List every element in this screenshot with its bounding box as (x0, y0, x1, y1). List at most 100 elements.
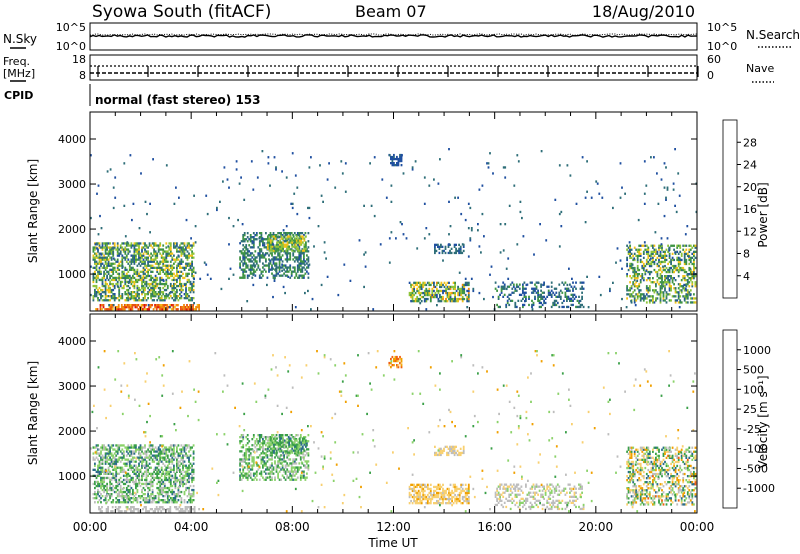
rti-cell (166, 501, 169, 504)
rti-cell (114, 196, 117, 199)
rti-cell (115, 478, 118, 482)
rti-cell (659, 285, 662, 288)
rti-cell (180, 478, 183, 482)
rti-cell (166, 466, 169, 469)
rti-cell (569, 174, 572, 177)
rti-cell (263, 268, 266, 271)
rti-cell (168, 488, 171, 492)
rti-cell (691, 246, 694, 249)
rti-cell (166, 274, 169, 278)
rti-cell (148, 242, 151, 245)
rti-cell (258, 440, 261, 443)
rti-cell (191, 299, 193, 302)
rti-cell (177, 464, 180, 467)
rti-cell (147, 464, 149, 467)
rti-cell (143, 306, 146, 309)
rti-cell (538, 301, 541, 305)
rti-cell (645, 287, 648, 290)
rti-cell (685, 285, 688, 288)
rti-cell (192, 462, 195, 465)
rti-cell (107, 262, 110, 265)
rti-cell (612, 206, 614, 210)
rti-cell (145, 280, 148, 284)
rti-cell (113, 456, 116, 459)
rti-cell (385, 196, 388, 199)
rti-cell (102, 304, 105, 307)
rti-cell (138, 274, 140, 278)
rti-cell (151, 458, 154, 461)
rti-cell (151, 488, 154, 492)
rti-cell (130, 493, 133, 496)
rti-cell (109, 462, 111, 465)
rti-cell (116, 268, 119, 271)
rti-cell (193, 302, 195, 305)
rti-cell (130, 478, 133, 482)
rti-cell (209, 277, 212, 280)
rti-cell (109, 282, 111, 286)
rti-cell (688, 285, 691, 288)
rti-cell (281, 266, 284, 269)
rti-cell (118, 472, 121, 475)
rti-cell (150, 256, 152, 259)
rti-cell (656, 172, 658, 175)
rti-cell (165, 266, 168, 269)
rti-cell (118, 448, 121, 451)
rti-cell (626, 293, 628, 296)
rti-cell (496, 303, 498, 307)
rti-cell (288, 247, 291, 250)
rti-cell (252, 436, 255, 439)
rti-cell (240, 250, 243, 253)
rti-cell (141, 276, 143, 280)
rti-cell (125, 304, 128, 307)
rti-cell (275, 274, 278, 277)
rti-cell (159, 293, 162, 296)
rti-cell (393, 164, 395, 167)
rti-cell (165, 486, 168, 490)
rti-cell (151, 282, 154, 286)
rti-cell (138, 227, 141, 230)
rti-cell (254, 250, 257, 253)
rti-cell (122, 444, 125, 447)
rti-cell (112, 476, 115, 480)
rti-cell (682, 287, 685, 290)
rti-cell (401, 223, 403, 226)
rti-cell (101, 299, 104, 302)
rti-cell (169, 448, 172, 451)
rti-cell (325, 257, 327, 260)
rti-cell (252, 273, 255, 276)
rti-cell (191, 476, 193, 480)
rti-cell (670, 289, 672, 292)
rti-cell (101, 288, 104, 292)
rti-cell (110, 278, 113, 282)
rti-cell (106, 490, 108, 494)
rti-cell (289, 254, 292, 257)
rti-cell (477, 229, 479, 232)
rti-cell (391, 164, 394, 167)
rti-cell (112, 247, 115, 250)
rti-cell (631, 263, 634, 266)
rti-cell (275, 466, 278, 469)
rti-cell (265, 454, 267, 457)
rti-cell (125, 495, 128, 498)
rti-cell (648, 264, 651, 268)
rti-cell (165, 450, 168, 453)
rti-cell (284, 234, 287, 237)
rti-cell (112, 262, 115, 265)
rti-cell (693, 293, 695, 296)
rti-cell (274, 236, 276, 239)
rti-cell (629, 252, 631, 255)
rti-cell (135, 297, 137, 300)
rti-cell (572, 289, 574, 292)
rti-cell (636, 260, 639, 264)
rti-cell (142, 291, 145, 294)
rti-cell (183, 478, 186, 482)
rti-cell (130, 466, 133, 469)
rti-cell (271, 258, 273, 261)
rti-cell (661, 287, 663, 290)
rti-cell (240, 450, 243, 453)
rti-cell (98, 462, 101, 465)
rti-cell (172, 304, 175, 307)
rti-cell (181, 510, 184, 513)
rti-cell (257, 254, 260, 257)
rti-cell (505, 267, 508, 270)
